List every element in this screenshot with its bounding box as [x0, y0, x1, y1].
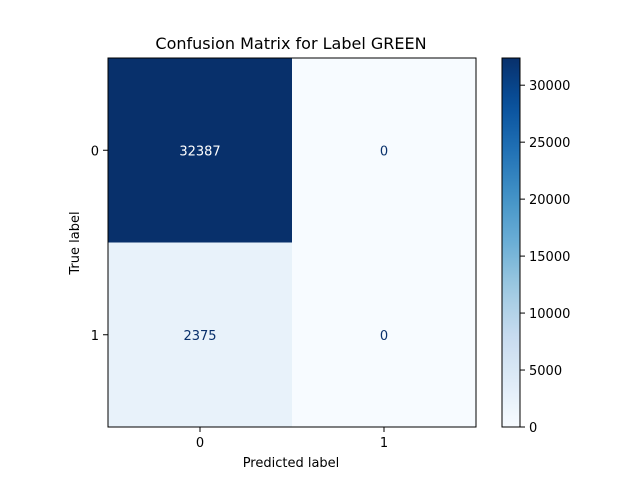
colorbar-tick-label: 15000	[529, 250, 570, 265]
colorbar-tick-label: 30000	[529, 79, 570, 94]
matrix-cell-0-0	[108, 58, 292, 243]
colorbar-tick-label: 10000	[529, 307, 570, 322]
matrix-cell-labels: 32387 0 2375 0	[179, 144, 388, 344]
matrix-cell-label-0-1: 0	[380, 144, 388, 159]
colorbar-tick-label: 5000	[529, 364, 562, 379]
matrix-frame	[107, 57, 477, 428]
colorbar-tick-label: 25000	[529, 136, 570, 151]
x-tick-label: 1	[380, 436, 388, 451]
y-tick-label: 1	[91, 329, 99, 344]
colorbar	[501, 57, 521, 428]
colorbar-tick-label: 20000	[529, 193, 570, 208]
x-tick-label: 0	[196, 436, 204, 451]
matrix-cell-1-1	[292, 242, 476, 427]
matrix-cell-1-0	[108, 242, 292, 427]
matrix-cell-label-1-0: 2375	[183, 329, 216, 344]
colorbar-tick-label: 0	[529, 421, 537, 436]
chart-title: Confusion Matrix for Label GREEN	[155, 34, 426, 53]
x-axis-label: Predicted label	[243, 456, 340, 471]
y-axis-label: True label	[68, 211, 83, 275]
colorbar-ticks: 0 5000 10000 15000 20000 25000 30000	[520, 79, 570, 436]
matrix-cell-label-0-0: 32387	[179, 144, 220, 159]
y-axis-ticks: 01	[91, 144, 108, 344]
matrix-cell-label-1-1: 0	[380, 329, 388, 344]
matrix-cell-0-1	[292, 58, 476, 243]
matrix-cells	[108, 58, 476, 427]
y-tick-label: 0	[91, 144, 99, 159]
